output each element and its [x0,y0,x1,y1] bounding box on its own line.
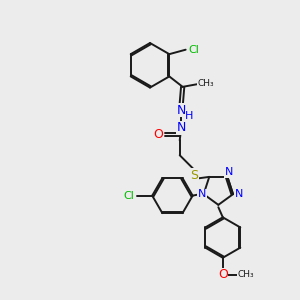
Text: CH₃: CH₃ [238,271,254,280]
Text: N: N [225,167,233,177]
Text: O: O [153,128,163,141]
Text: Cl: Cl [188,45,200,55]
Text: S: S [190,169,199,182]
Text: H: H [185,111,194,121]
Text: N: N [235,189,243,199]
Text: CH₃: CH₃ [197,80,214,88]
Text: O: O [218,268,228,281]
Text: N: N [198,189,206,199]
Text: N: N [176,103,186,116]
Text: Cl: Cl [124,190,134,201]
Text: N: N [176,122,186,134]
